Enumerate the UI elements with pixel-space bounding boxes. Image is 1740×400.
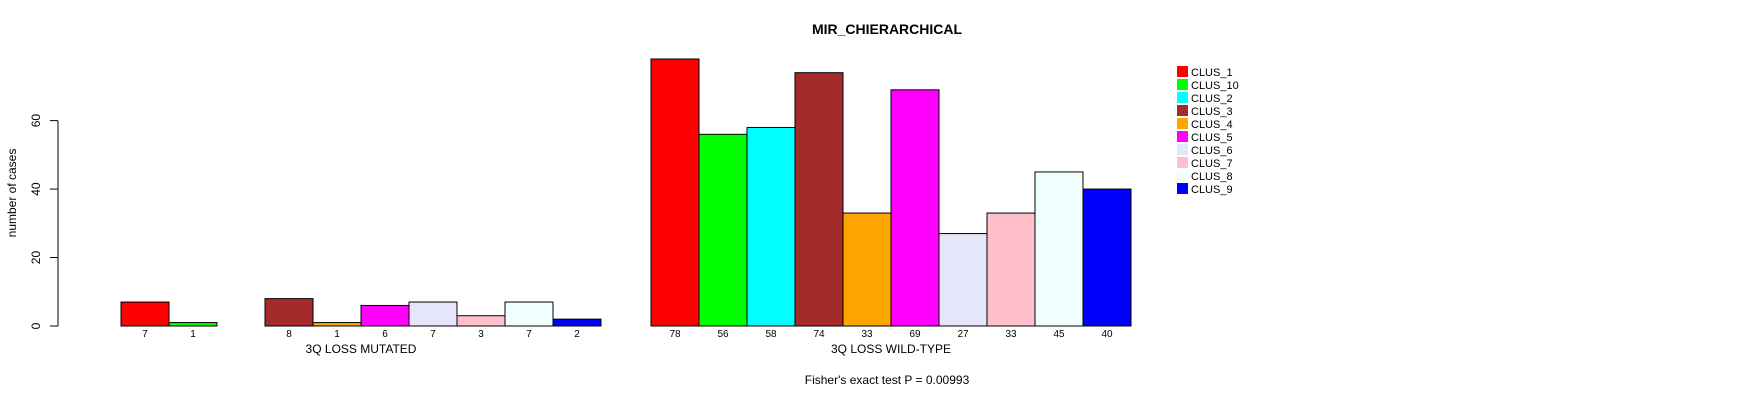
count-label-1-4: 8 — [286, 329, 292, 340]
legend-label-CLUS_7: CLUS_7 — [1191, 158, 1233, 170]
bar-2-CLUS_6 — [938, 233, 988, 327]
count-label-2-3: 58 — [765, 329, 777, 340]
count-label-1-2: 1 — [190, 329, 196, 340]
bar-1-CLUS_10 — [168, 322, 218, 327]
bar-1-CLUS_3 — [264, 298, 314, 327]
bar-2-CLUS_8 — [1034, 171, 1084, 327]
count-label-2-9: 45 — [1053, 329, 1065, 340]
legend-label-CLUS_2: CLUS_2 — [1191, 93, 1233, 105]
y-tick-label-60: 60 — [29, 114, 43, 128]
bar-2-CLUS_4 — [842, 212, 892, 327]
y-axis: 0 20 40 60 — [29, 114, 59, 329]
legend-swatch-CLUS_5 — [1177, 131, 1188, 142]
bar-2-CLUS_7 — [986, 212, 1036, 327]
y-tick-label-0: 0 — [29, 322, 43, 329]
legend-label-CLUS_10: CLUS_10 — [1191, 80, 1239, 92]
legend-label-CLUS_9: CLUS_9 — [1191, 184, 1233, 196]
count-label-2-10: 40 — [1101, 329, 1113, 340]
count-label-1-10: 2 — [574, 329, 580, 340]
legend-swatch-CLUS_2 — [1177, 92, 1188, 103]
y-tick-label-20: 20 — [29, 251, 43, 265]
bar-2-CLUS_9 — [1082, 188, 1132, 327]
legend-label-CLUS_5: CLUS_5 — [1191, 132, 1233, 144]
legend-swatch-CLUS_7 — [1177, 157, 1188, 168]
count-label-2-1: 78 — [669, 329, 681, 340]
count-label-1-5: 1 — [334, 329, 340, 340]
legend-label-CLUS_3: CLUS_3 — [1191, 106, 1233, 118]
count-labels-layer: 7 1 8 1 6 7 3 7 2 78 56 58 74 33 69 27 33 45 40 — [142, 329, 1113, 340]
legend-swatch-CLUS_8 — [1177, 170, 1188, 181]
count-label-1-7: 7 — [430, 329, 436, 340]
bar-1-CLUS_5 — [360, 304, 410, 327]
count-label-2-2: 56 — [717, 329, 729, 340]
chart-subtitle: Fisher's exact test P = 0.00993 — [805, 373, 970, 387]
chart-title: MIR_CHIERARCHICAL — [812, 21, 963, 37]
group-label-2: 3Q LOSS WILD-TYPE — [831, 342, 951, 356]
count-label-1-1: 7 — [142, 329, 148, 340]
bars-layer — [120, 58, 1132, 327]
count-label-1-8: 3 — [478, 329, 484, 340]
bar-2-CLUS_3 — [794, 72, 844, 327]
legend-swatch-CLUS_3 — [1177, 105, 1188, 116]
legend-label-CLUS_8: CLUS_8 — [1191, 171, 1233, 183]
legend-swatch-CLUS_6 — [1177, 144, 1188, 155]
bar-1-CLUS_9 — [552, 318, 602, 327]
bar-2-CLUS_5 — [890, 89, 940, 327]
legend-label-CLUS_4: CLUS_4 — [1191, 119, 1233, 131]
bar-1-CLUS_1 — [120, 301, 170, 327]
count-label-2-5: 33 — [861, 329, 873, 340]
bar-1-CLUS_7 — [456, 315, 506, 327]
legend-swatch-CLUS_1 — [1177, 66, 1188, 77]
bar-1-CLUS_4 — [312, 322, 362, 327]
count-label-1-9: 7 — [526, 329, 532, 340]
legend-label-CLUS_6: CLUS_6 — [1191, 145, 1233, 157]
group-labels-layer: 3Q LOSS MUTATED 3Q LOSS WILD-TYPE — [306, 342, 951, 356]
count-label-2-8: 33 — [1005, 329, 1017, 340]
count-label-2-6: 69 — [909, 329, 921, 340]
count-label-2-4: 74 — [813, 329, 825, 340]
y-axis-label: number of cases — [5, 149, 19, 238]
legend-label-CLUS_1: CLUS_1 — [1191, 67, 1233, 79]
bar-2-CLUS_1 — [650, 58, 700, 327]
legend-swatch-CLUS_10 — [1177, 79, 1188, 90]
bar-1-CLUS_6 — [408, 301, 458, 327]
bar-1-CLUS_8 — [504, 301, 554, 327]
legend-swatch-CLUS_4 — [1177, 118, 1188, 129]
count-label-2-7: 27 — [957, 329, 969, 340]
legend-swatch-CLUS_9 — [1177, 183, 1188, 194]
bar-2-CLUS_2 — [746, 126, 796, 327]
legend: CLUS_1CLUS_10CLUS_2CLUS_3CLUS_4CLUS_5CLU… — [1177, 66, 1239, 196]
bar-2-CLUS_10 — [698, 133, 748, 327]
y-tick-label-40: 40 — [29, 182, 43, 196]
y-ticks: 0 20 40 60 — [29, 114, 58, 329]
count-label-1-6: 6 — [382, 329, 388, 340]
group-label-1: 3Q LOSS MUTATED — [306, 342, 417, 356]
